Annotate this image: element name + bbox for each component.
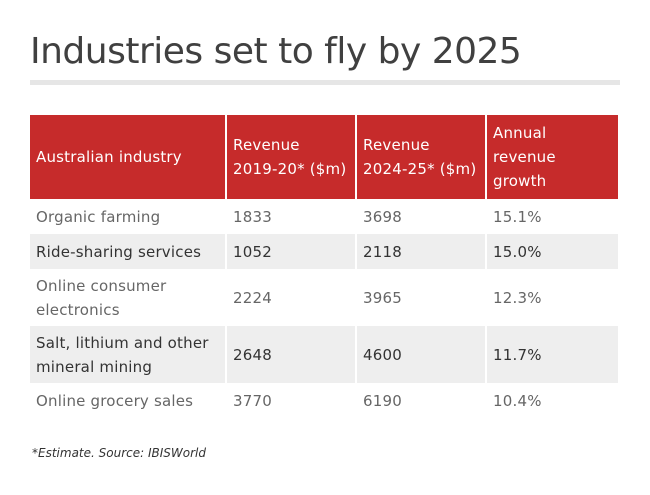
cell-revenue-2019-20: 1052 — [225, 234, 356, 269]
table-row: Online grocery sales 3770 6190 10.4% — [30, 383, 618, 418]
cell-revenue-2024-25: 3965 — [355, 269, 486, 326]
cell-revenue-2019-20: 2224 — [225, 269, 356, 326]
cell-revenue-2024-25: 3698 — [355, 199, 486, 234]
table-row: Salt, lithium and other mineral mining 2… — [30, 326, 618, 383]
table-header-row: Australian industry Revenue 2019-20* ($m… — [30, 115, 618, 199]
cell-growth: 15.0% — [485, 234, 618, 269]
cell-revenue-2024-25: 2118 — [355, 234, 486, 269]
table-row: Ride-sharing services 1052 2118 15.0% — [30, 234, 618, 269]
source-footnote: *Estimate. Source: IBISWorld — [32, 446, 206, 460]
header-annual-growth: Annual revenue growth — [485, 115, 618, 199]
page-title: Industries set to fly by 2025 — [30, 31, 522, 72]
cell-growth: 11.7% — [485, 326, 618, 383]
cell-industry: Online grocery sales — [36, 391, 194, 410]
header-industry: Australian industry — [30, 115, 226, 199]
cell-revenue-2024-25: 4600 — [355, 326, 486, 383]
cell-growth: 15.1% — [485, 199, 618, 234]
cell-industry: Online consumer electronics — [36, 276, 167, 319]
table-row: Organic farming 1833 3698 15.1% — [30, 199, 618, 234]
cell-industry: Ride-sharing services — [30, 234, 226, 269]
industries-table: Australian industry Revenue 2019-20* ($m… — [30, 115, 618, 418]
header-revenue-2019-20: Revenue 2019-20* ($m) — [225, 115, 356, 199]
cell-growth: 12.3% — [485, 269, 618, 326]
cell-revenue-2019-20: 2648 — [225, 326, 356, 383]
cell-revenue-2019-20: 3770 — [225, 383, 356, 418]
table-row: Online consumer electronics 2224 3965 12… — [30, 269, 618, 326]
header-revenue-2024-25: Revenue 2024-25* ($m) — [355, 115, 486, 199]
cell-growth: 10.4% — [485, 383, 618, 418]
cell-industry: Organic farming — [36, 207, 161, 226]
cell-industry: Salt, lithium and other mineral mining — [30, 326, 226, 383]
title-divider — [30, 80, 620, 85]
cell-revenue-2024-25: 6190 — [355, 383, 486, 418]
cell-revenue-2019-20: 1833 — [225, 199, 356, 234]
